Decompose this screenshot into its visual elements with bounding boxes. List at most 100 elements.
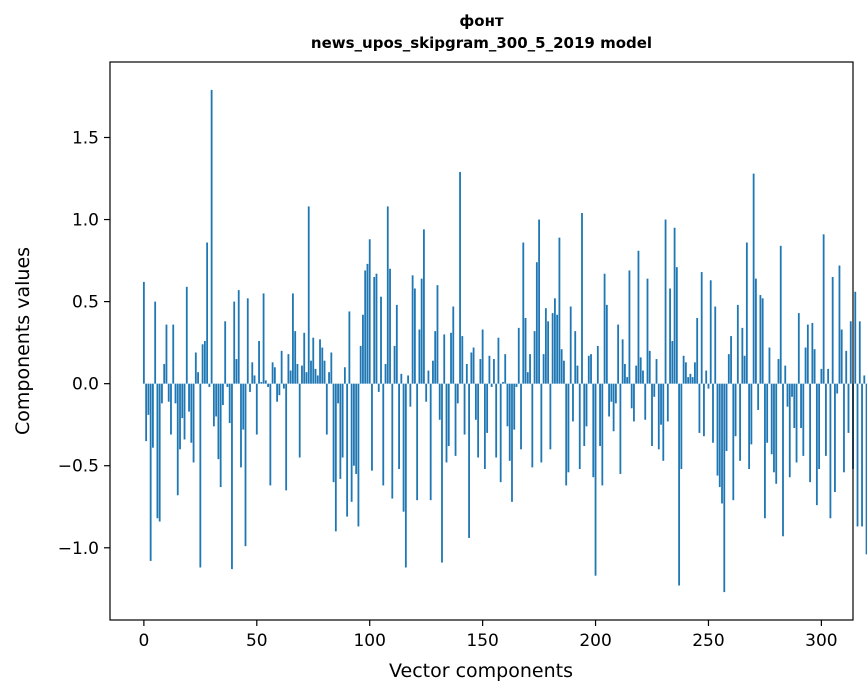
bar bbox=[639, 357, 642, 384]
plot-frame bbox=[109, 61, 854, 621]
bar bbox=[624, 363, 626, 384]
bar bbox=[759, 295, 762, 384]
bar bbox=[653, 383, 656, 397]
bar bbox=[660, 383, 662, 425]
bar bbox=[827, 368, 830, 384]
bar bbox=[251, 362, 254, 384]
bar bbox=[463, 383, 466, 435]
bar bbox=[825, 383, 827, 456]
bar bbox=[764, 383, 766, 519]
bar bbox=[384, 363, 387, 384]
bar bbox=[219, 383, 222, 488]
bar bbox=[673, 227, 676, 384]
bar bbox=[809, 383, 811, 483]
bar bbox=[538, 219, 540, 384]
bar bbox=[684, 362, 687, 384]
y-tick-label: 0.0 bbox=[72, 375, 99, 395]
bar bbox=[416, 383, 419, 501]
bar bbox=[346, 383, 349, 517]
bar bbox=[802, 383, 805, 456]
x-axis-ticks: 0 50 100 150 200 250 300 bbox=[138, 620, 838, 651]
bar bbox=[499, 383, 502, 483]
bar bbox=[567, 383, 570, 473]
chart-title-line-2: news_upos_skipgram_300_5_2019 model bbox=[310, 34, 653, 52]
bar bbox=[773, 383, 775, 473]
bar bbox=[314, 368, 317, 384]
x-tick-label: 100 bbox=[353, 631, 385, 651]
bar bbox=[669, 288, 671, 384]
bar bbox=[666, 383, 669, 422]
bar bbox=[246, 298, 249, 384]
bar bbox=[793, 383, 796, 428]
bar bbox=[560, 349, 563, 384]
bar bbox=[425, 383, 428, 402]
y-tick-label: −0.5 bbox=[58, 457, 99, 477]
bar bbox=[362, 314, 364, 384]
bar bbox=[142, 281, 145, 384]
bar bbox=[493, 359, 495, 384]
bar bbox=[533, 331, 536, 384]
bar bbox=[298, 383, 301, 458]
bar bbox=[736, 304, 739, 384]
bar bbox=[400, 373, 403, 384]
bar bbox=[312, 337, 315, 384]
bar bbox=[637, 250, 640, 384]
bar bbox=[228, 383, 231, 424]
bar bbox=[838, 265, 841, 384]
bar bbox=[368, 239, 371, 384]
bar bbox=[840, 329, 843, 384]
bar bbox=[820, 368, 823, 384]
bar bbox=[156, 383, 159, 519]
bar bbox=[332, 383, 335, 483]
bar bbox=[217, 383, 220, 460]
bar bbox=[621, 339, 624, 384]
bar bbox=[402, 383, 405, 512]
bar bbox=[172, 324, 175, 384]
bar bbox=[355, 383, 358, 474]
bar bbox=[723, 383, 726, 593]
bar bbox=[800, 383, 802, 428]
bar bbox=[199, 383, 202, 568]
bar bbox=[547, 321, 550, 384]
bar bbox=[450, 332, 452, 384]
bar bbox=[301, 365, 303, 384]
bar bbox=[427, 370, 430, 384]
bar bbox=[434, 331, 437, 384]
bar bbox=[212, 383, 215, 427]
bar bbox=[371, 383, 373, 471]
bar bbox=[858, 321, 861, 384]
bar bbox=[303, 332, 306, 384]
bar bbox=[407, 375, 410, 384]
bar bbox=[504, 354, 507, 384]
bar bbox=[540, 383, 543, 463]
bar bbox=[750, 383, 753, 445]
y-tick-label: 1.0 bbox=[72, 211, 99, 231]
bar bbox=[269, 383, 272, 486]
y-axis-label: Components values bbox=[12, 247, 34, 435]
bar bbox=[675, 267, 678, 384]
bar bbox=[328, 372, 330, 384]
bar bbox=[483, 383, 486, 470]
bar bbox=[343, 367, 346, 384]
bar bbox=[194, 352, 197, 384]
bar bbox=[694, 362, 696, 384]
bar bbox=[163, 363, 166, 384]
bar bbox=[847, 383, 850, 433]
bar bbox=[366, 263, 369, 384]
bar bbox=[678, 383, 681, 586]
bar bbox=[551, 313, 554, 384]
bar bbox=[752, 173, 755, 384]
bar bbox=[289, 370, 292, 384]
bar bbox=[206, 242, 209, 384]
bar bbox=[766, 383, 769, 443]
y-axis-ticks: −1.0 −0.5 0.0 0.5 1.0 1.5 bbox=[58, 128, 110, 559]
bar bbox=[797, 313, 800, 384]
bar bbox=[161, 383, 163, 404]
bar bbox=[854, 291, 857, 384]
bar bbox=[321, 347, 324, 384]
bar bbox=[201, 344, 204, 384]
bar bbox=[443, 334, 446, 384]
bar bbox=[418, 329, 421, 384]
bar bbox=[373, 276, 376, 384]
